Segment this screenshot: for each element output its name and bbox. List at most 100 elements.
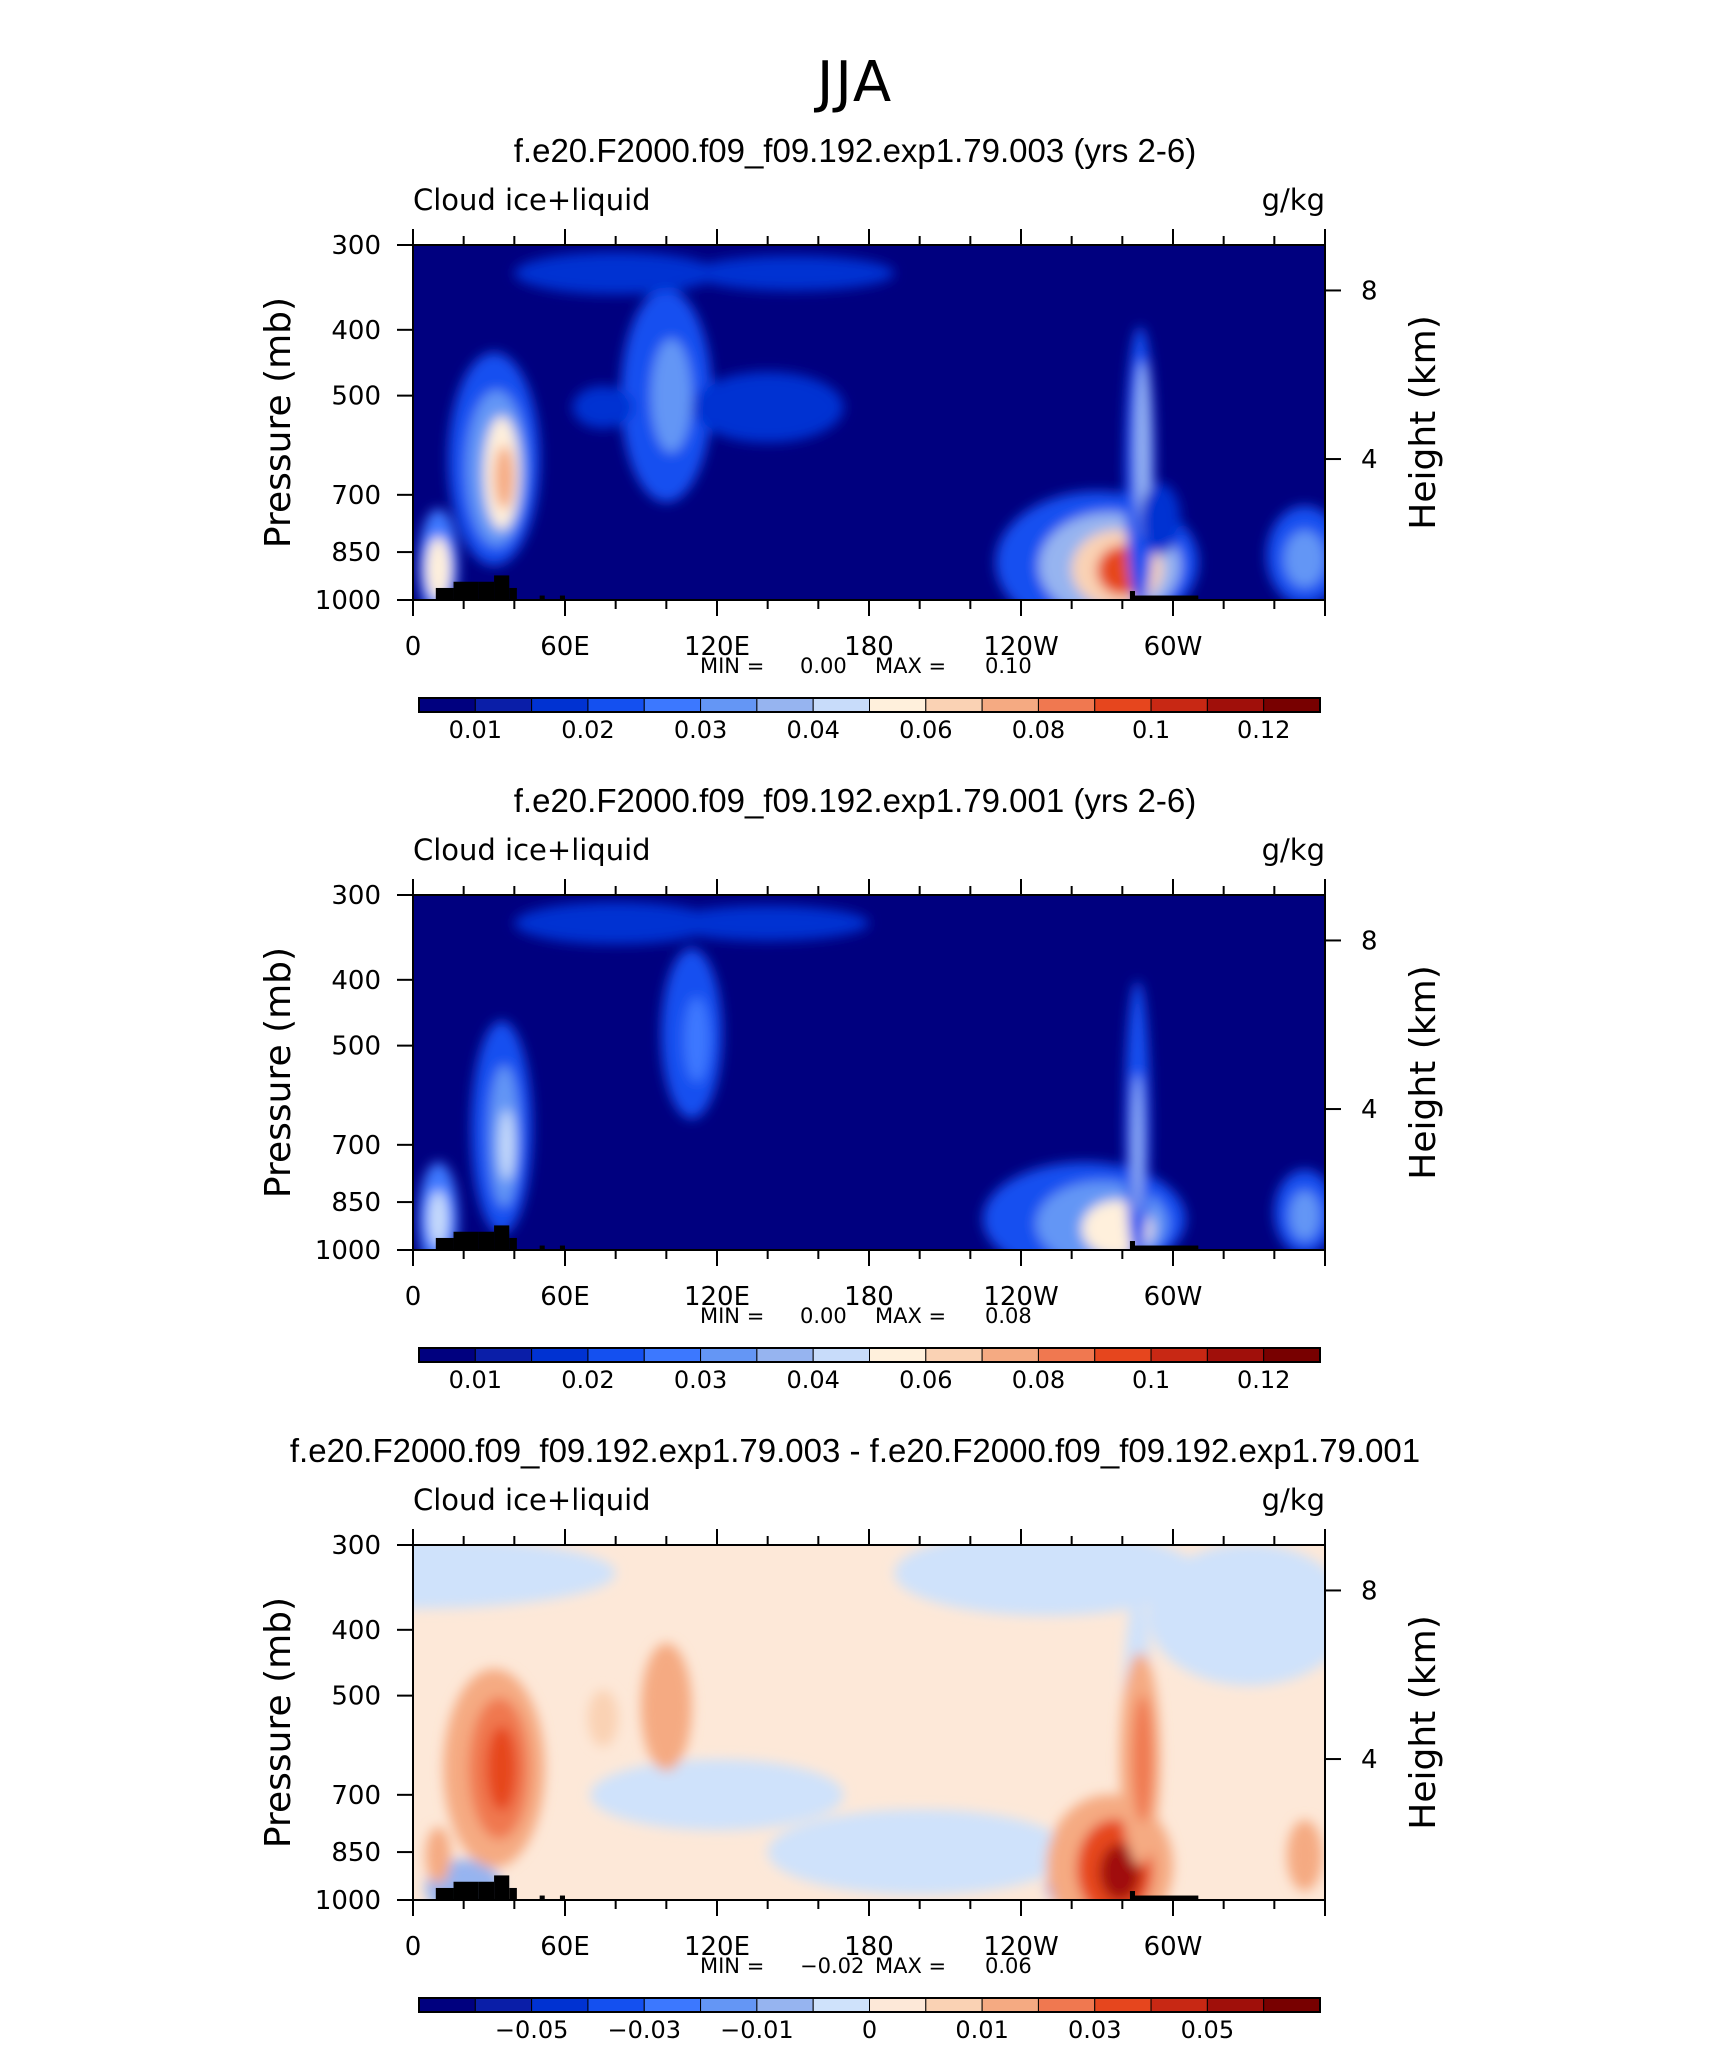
terrain-mask xyxy=(453,581,479,600)
colorbar-swatch xyxy=(587,697,645,713)
x-tick-label: 60W xyxy=(1144,1932,1203,1962)
variable-label: Cloud ice+liquid xyxy=(413,833,651,867)
max-stat: 0.10 xyxy=(985,654,1032,678)
colorbar-swatch xyxy=(1037,1997,1096,2013)
terrain-mask xyxy=(435,587,454,600)
colorbar-swatch xyxy=(812,1997,870,2013)
colorbar-swatch xyxy=(1150,697,1208,713)
y-axis-title: Pressure (mb) xyxy=(258,1597,299,1848)
colorbar-swatch xyxy=(643,1347,702,1363)
colorbar-swatch xyxy=(1094,1347,1152,1363)
colorbar-label: −0.03 xyxy=(607,2016,681,2044)
max-stat: MAX = xyxy=(875,654,946,678)
figure-title: JJA xyxy=(816,50,894,115)
x-tick-label: 60E xyxy=(540,1932,590,1962)
terrain-mask xyxy=(559,1895,565,1900)
colorbar-label: 0.08 xyxy=(1012,1366,1065,1394)
colorbar-swatch xyxy=(700,1997,758,2013)
y-tick-label: 500 xyxy=(331,1682,381,1712)
field-background xyxy=(413,895,1325,1250)
contour-region xyxy=(1284,530,1325,588)
y-tick-label: 500 xyxy=(331,1032,381,1062)
y-tick-label: 700 xyxy=(331,481,381,511)
y-tick-label: 1000 xyxy=(315,1886,381,1916)
y-tick-label: 700 xyxy=(331,1131,381,1161)
x-tick-label: 0 xyxy=(405,1282,422,1312)
colorbar-swatch xyxy=(756,697,814,713)
colorbar-label: 0.1 xyxy=(1132,1366,1170,1394)
y-tick-label: 850 xyxy=(331,538,381,568)
max-stat: 0.08 xyxy=(985,1304,1032,1328)
contour-region xyxy=(651,338,692,453)
x-tick-label: 0 xyxy=(405,632,422,662)
contour-region xyxy=(486,1725,517,1812)
colorbar-swatch xyxy=(756,1997,814,2013)
terrain-mask xyxy=(478,581,495,600)
contour-region xyxy=(1132,1073,1143,1216)
colorbar-swatch xyxy=(1263,1347,1321,1363)
min-stat: MIN = xyxy=(700,654,764,678)
terrain-mask xyxy=(478,1881,495,1900)
colorbar-label: 0.12 xyxy=(1237,1366,1290,1394)
x-tick-label: 120W xyxy=(983,1932,1058,1962)
terrain-mask xyxy=(494,1875,510,1900)
y-axis-title: Pressure (mb) xyxy=(258,297,299,548)
contour-region xyxy=(894,1545,1199,1616)
contour-region xyxy=(514,901,718,945)
terrain-mask xyxy=(1135,1245,1199,1250)
colorbar-swatch xyxy=(812,697,870,713)
variable-label: Cloud ice+liquid xyxy=(413,183,651,217)
contour-region xyxy=(425,1827,452,1884)
colorbar-label: 0 xyxy=(862,2016,877,2044)
colorbar-label: 0.02 xyxy=(561,1366,614,1394)
colorbar-label: 0.03 xyxy=(674,716,727,744)
contour-region xyxy=(641,1643,692,1772)
y2-axis-title: Height (km) xyxy=(1403,965,1444,1179)
colorbar-swatch xyxy=(1094,697,1152,713)
colorbar-swatch xyxy=(531,697,589,713)
max-stat: MAX = xyxy=(875,1954,946,1978)
contour-region xyxy=(587,1689,619,1747)
colorbar-label: 0.04 xyxy=(786,1366,839,1394)
terrain-mask xyxy=(1129,1891,1135,1900)
colorbar-swatch xyxy=(869,697,927,713)
terrain-mask xyxy=(1135,1895,1199,1900)
colorbar-swatch xyxy=(1206,1347,1265,1363)
colorbar-swatch xyxy=(1206,697,1265,713)
terrain-mask xyxy=(539,595,545,600)
panel-top: f.e20.F2000.f09_f09.192.exp1.79.003 (yrs… xyxy=(0,130,1710,750)
colorbar-swatch xyxy=(700,697,758,713)
colorbar-label: −0.05 xyxy=(495,2016,569,2044)
x-tick-label: 60E xyxy=(540,632,590,662)
contour-region xyxy=(684,997,710,1083)
terrain-mask xyxy=(453,1231,479,1250)
min-stat: MIN = xyxy=(700,1954,764,1978)
panel-title: f.e20.F2000.f09_f09.192.exp1.79.003 - f.… xyxy=(290,1432,1420,1469)
variable-label: Cloud ice+liquid xyxy=(413,1483,651,1517)
colorbar-label: −0.01 xyxy=(720,2016,794,2044)
y-tick-label: 850 xyxy=(331,1838,381,1868)
x-tick-label: 120W xyxy=(983,632,1058,662)
y-tick-label: 700 xyxy=(331,1781,381,1811)
contour-region xyxy=(494,445,515,510)
max-stat: 0.06 xyxy=(985,1954,1032,1978)
colorbar-label: 0.05 xyxy=(1181,2016,1234,2044)
y-tick-label: 400 xyxy=(331,966,381,996)
terrain-mask xyxy=(559,1245,565,1250)
y2-tick-label: 4 xyxy=(1361,1095,1378,1125)
y2-axis-title: Height (km) xyxy=(1403,1615,1444,1829)
contour-region xyxy=(1147,1545,1325,1686)
colorbar-label: 0.01 xyxy=(449,716,502,744)
min-stat: −0.02 xyxy=(800,1954,864,1978)
max-stat: MAX = xyxy=(875,1304,946,1328)
colorbar-swatch xyxy=(643,1997,702,2013)
x-tick-label: 180 xyxy=(844,632,894,662)
colorbar-swatch xyxy=(1150,1347,1208,1363)
colorbar-swatch xyxy=(587,1997,645,2013)
x-tick-label: 120E xyxy=(684,1282,750,1312)
panel-title: f.e20.F2000.f09_f09.192.exp1.79.003 (yrs… xyxy=(514,132,1196,169)
colorbar-swatch xyxy=(981,1997,1039,2013)
colorbar-swatch xyxy=(418,697,476,713)
y-tick-label: 300 xyxy=(331,881,381,911)
colorbar-swatch xyxy=(1037,697,1096,713)
